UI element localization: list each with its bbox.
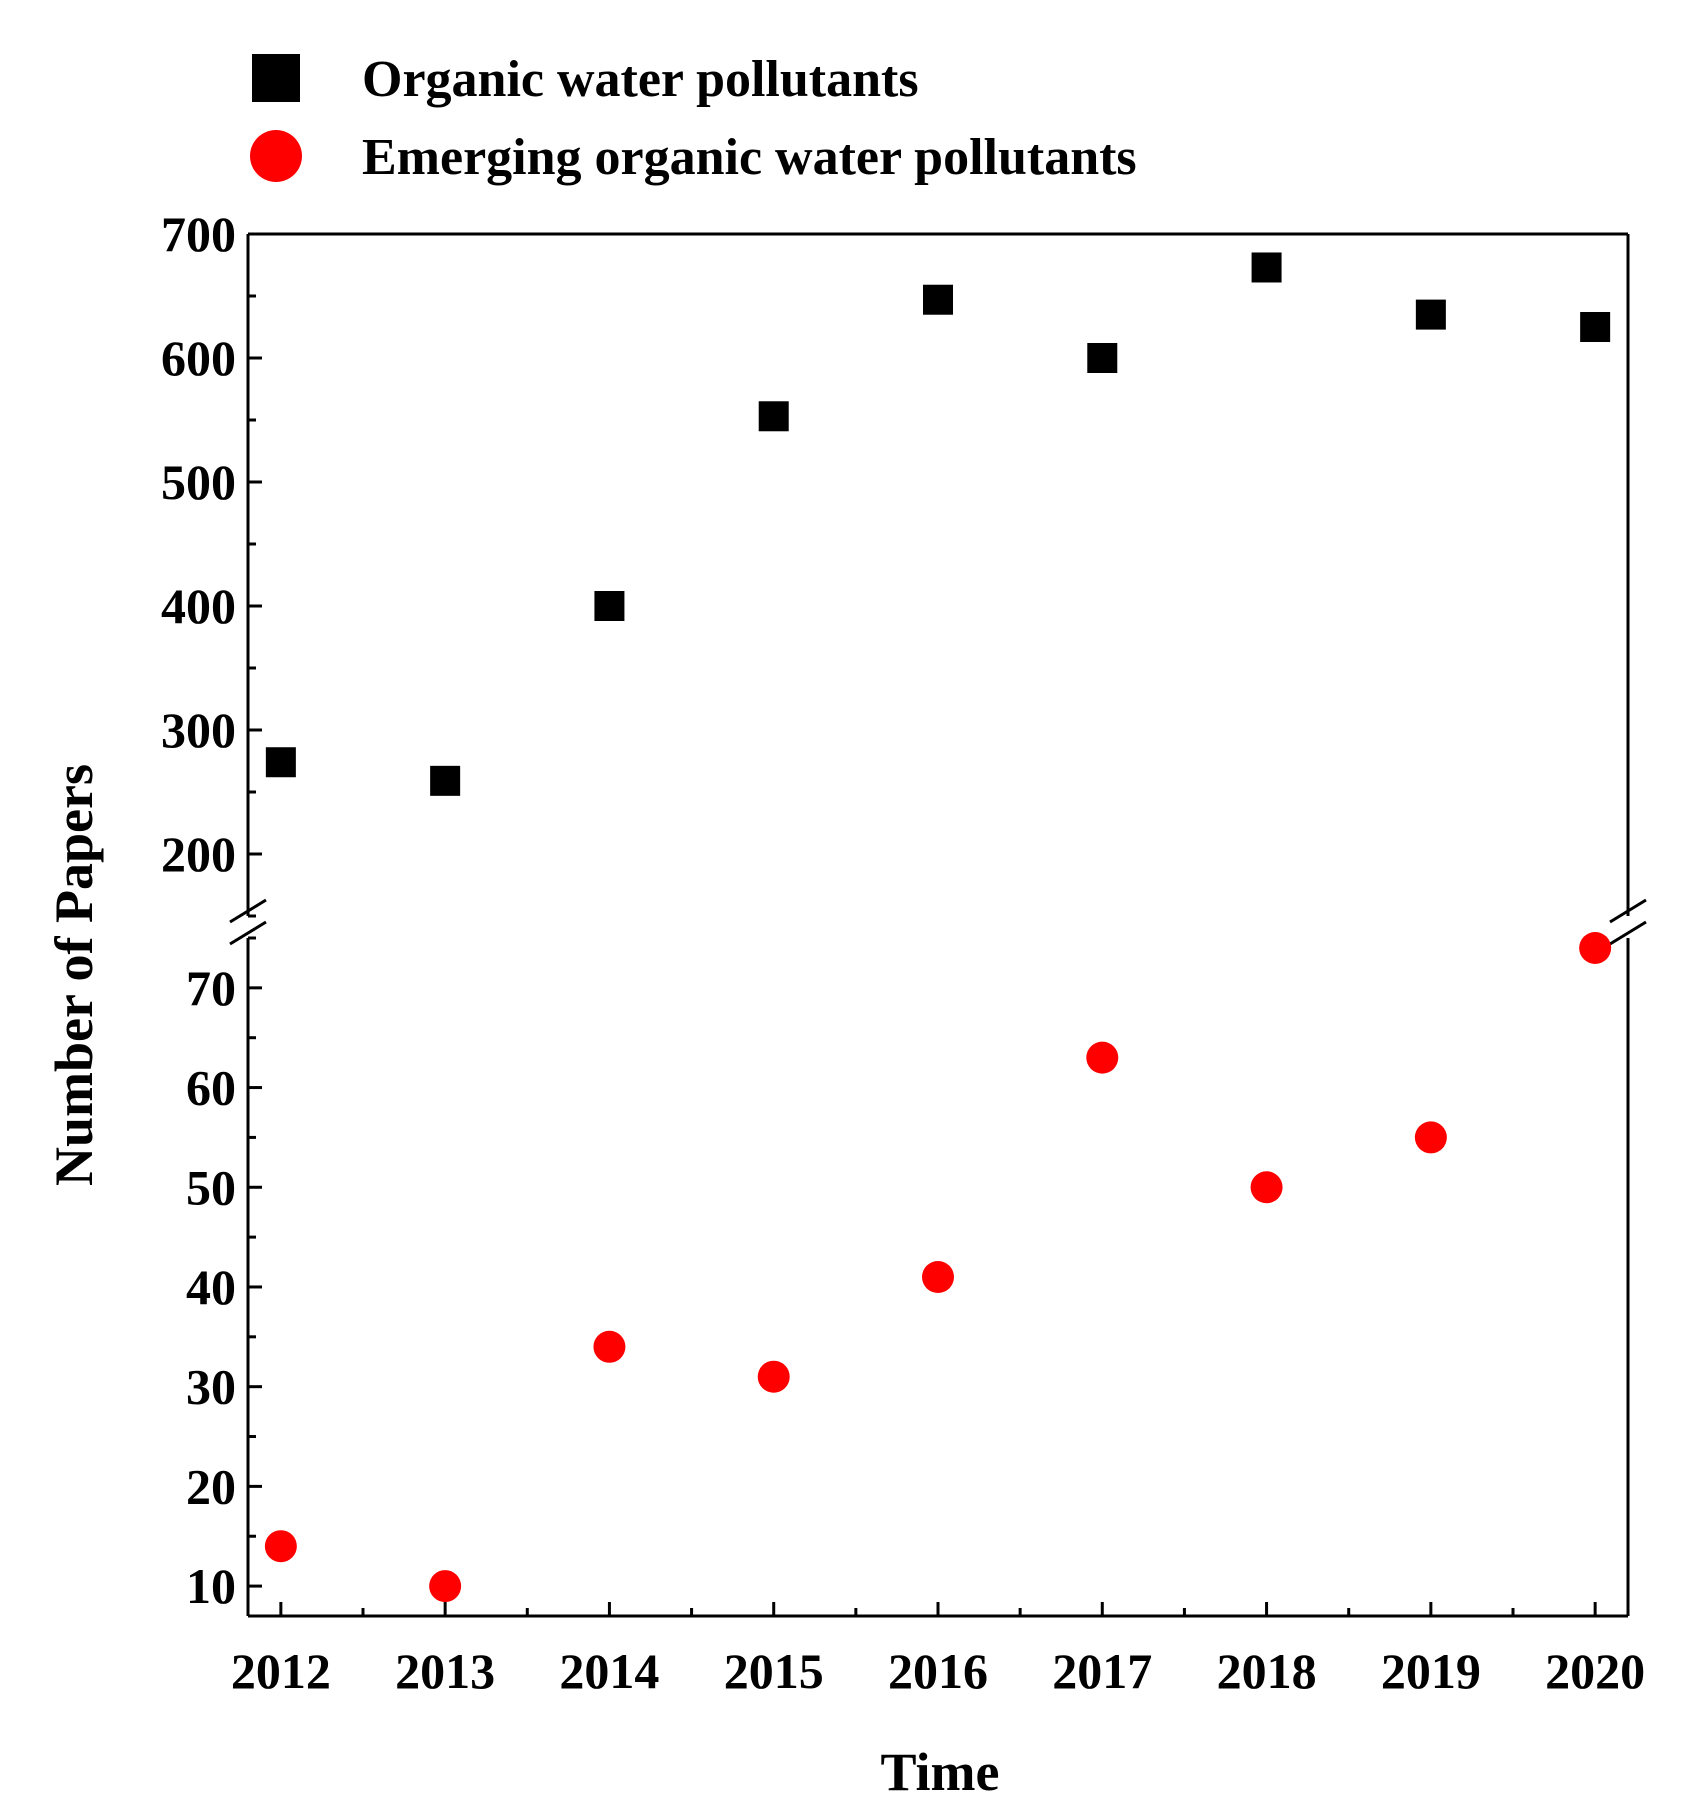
organic-point-2017 xyxy=(1087,343,1118,373)
organic-point-2013 xyxy=(430,765,461,796)
organic-point-2015 xyxy=(758,401,789,432)
y-tick-label-upper-400: 400 xyxy=(161,578,236,634)
legend-circle-marker xyxy=(250,130,302,182)
legend-item-organic: Organic water pollutants xyxy=(252,51,919,108)
y-tick-label-lower-20: 20 xyxy=(186,1458,236,1514)
x-axis-title: Time xyxy=(881,1742,1000,1802)
legend-label: Organic water pollutants xyxy=(362,51,919,108)
x-tick-label-2018: 2018 xyxy=(1217,1643,1317,1699)
y-tick-label-lower-70: 70 xyxy=(186,960,236,1016)
y-tick-label-upper-300: 300 xyxy=(161,702,236,758)
x-tick-label-2014: 2014 xyxy=(559,1643,659,1699)
y-tick-label-lower-40: 40 xyxy=(186,1259,236,1315)
organic-point-2018 xyxy=(1251,252,1282,283)
organic-point-2012 xyxy=(265,747,296,778)
y-tick-label-upper-200: 200 xyxy=(161,826,236,882)
y-tick-label-lower-10: 10 xyxy=(186,1558,236,1614)
y-tick-label-lower-30: 30 xyxy=(186,1359,236,1415)
data-markers xyxy=(264,252,1612,1603)
y-tick-label-upper-700: 700 xyxy=(161,206,236,262)
emerging-point-2015 xyxy=(757,1360,790,1393)
y-axis-ticks: 200 300 400 500 600 700 10 20 30 40 50 60 70 xyxy=(161,206,262,1614)
plot-frame xyxy=(229,232,1647,1618)
organic-point-2014 xyxy=(594,591,625,621)
x-axis-ticks: 2012 2013 2014 2015 2016 2017 2018 2019 2020 xyxy=(231,1602,1645,1699)
legend-square-marker xyxy=(252,54,300,102)
organic-point-2020 xyxy=(1580,312,1611,342)
x-tick-label-2012: 2012 xyxy=(231,1643,331,1699)
x-tick-label-2020: 2020 xyxy=(1545,1643,1645,1699)
organic-point-2019 xyxy=(1415,299,1446,330)
y-axis-title: Number of Papers xyxy=(44,764,104,1186)
emerging-point-2014 xyxy=(593,1330,626,1363)
x-tick-label-2019: 2019 xyxy=(1381,1643,1481,1699)
x-tick-label-2015: 2015 xyxy=(724,1643,824,1699)
emerging-point-2020 xyxy=(1579,931,1612,964)
y-tick-label-lower-60: 60 xyxy=(186,1060,236,1116)
legend-item-emerging: Emerging organic water pollutants xyxy=(250,129,1137,186)
emerging-point-2013 xyxy=(429,1570,462,1603)
emerging-point-2016 xyxy=(922,1261,954,1293)
x-tick-label-2013: 2013 xyxy=(395,1643,495,1699)
emerging-point-2019 xyxy=(1414,1121,1447,1154)
emerging-point-2012 xyxy=(264,1530,297,1563)
x-tick-label-2017: 2017 xyxy=(1052,1643,1152,1699)
legend-label: Emerging organic water pollutants xyxy=(362,129,1137,186)
y-tick-label-upper-600: 600 xyxy=(161,330,236,386)
emerging-point-2018 xyxy=(1250,1171,1283,1204)
axis-break-right xyxy=(1609,898,1647,946)
organic-point-2016 xyxy=(923,284,953,315)
y-tick-label-lower-50: 50 xyxy=(186,1159,236,1215)
y-tick-label-upper-500: 500 xyxy=(161,454,236,510)
axis-break-left xyxy=(229,898,267,946)
emerging-point-2017 xyxy=(1086,1041,1119,1074)
legend: Organic water pollutants Emerging organic… xyxy=(250,51,1137,186)
x-tick-label-2016: 2016 xyxy=(888,1643,988,1699)
